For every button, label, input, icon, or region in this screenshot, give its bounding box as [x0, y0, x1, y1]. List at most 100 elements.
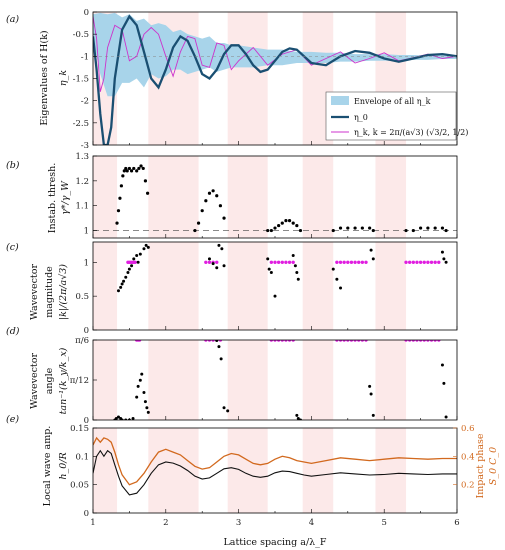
- point-c-30: [335, 277, 339, 281]
- point-b-39: [353, 226, 357, 230]
- point-b-20: [204, 199, 208, 203]
- ylabel-e-right-2: S_0 C_0: [488, 447, 499, 485]
- point-d-11: [140, 372, 144, 376]
- point-c-magenta-35: [437, 260, 441, 265]
- point-b-36: [331, 228, 335, 233]
- data-layer: [93, 12, 457, 496]
- point-b-14: [141, 166, 145, 171]
- ylabel-d: Wavevector: [29, 353, 40, 409]
- point-c-35: [440, 250, 444, 254]
- shaded-band-4-3: [302, 428, 334, 513]
- ytick-label-a-5: -2.5: [73, 119, 89, 129]
- point-b-1: [116, 209, 121, 213]
- point-c-3: [122, 279, 126, 283]
- point-b-29: [277, 223, 281, 228]
- point-d-29: [444, 415, 448, 419]
- point-b-44: [411, 228, 415, 233]
- ylabel-c: Wavevector: [29, 264, 40, 320]
- point-d-magenta-17: [342, 340, 346, 342]
- ytick-label-b-1: 1.2: [75, 177, 89, 187]
- point-c-magenta-24: [360, 260, 365, 265]
- ylabel-c-3: |k|/(2π/a√3): [58, 264, 69, 320]
- point-c-32: [368, 237, 371, 240]
- point-b-35: [298, 228, 303, 233]
- point-d-25: [369, 392, 373, 396]
- point-d-19: [222, 406, 226, 410]
- point-d-magenta-31: [429, 340, 434, 342]
- point-c-29: [331, 267, 335, 271]
- point-d-14: [145, 406, 149, 410]
- xlabel: Lattice spacing a/λ_F: [223, 537, 326, 548]
- point-c-7: [130, 264, 134, 268]
- point-c-33: [369, 248, 373, 252]
- point-c-37: [444, 260, 448, 264]
- shaded-band-1-4: [375, 156, 407, 238]
- xtick-label-5: 6: [454, 518, 459, 528]
- legend-entry-eta0: η_0: [354, 113, 368, 122]
- legend-entry-etak: η_k, k = 2π/(a√3) (√3/2, 1/2): [354, 128, 468, 137]
- point-c-21: [266, 257, 270, 261]
- point-d-magenta-2: [137, 340, 142, 342]
- panel-e-data: [93, 436, 457, 496]
- point-c-magenta-5: [133, 260, 137, 265]
- point-c-19: [220, 247, 224, 251]
- point-c-13: [144, 243, 148, 247]
- point-d-magenta-7: [218, 340, 223, 342]
- point-b-40: [360, 226, 364, 230]
- shaded-band-2-1: [148, 242, 199, 330]
- point-c-magenta-12: [276, 260, 281, 265]
- point-b-21: [207, 191, 212, 195]
- shaded-band-3-3: [302, 340, 334, 420]
- point-c-10: [136, 260, 140, 264]
- point-d-magenta-21: [357, 340, 361, 342]
- point-c-magenta-19: [342, 260, 346, 265]
- point-b-48: [440, 226, 445, 230]
- panel-a-data: [93, 12, 457, 145]
- ytick-label-a-0: 0: [84, 8, 89, 18]
- shaded-band-4-1: [148, 428, 199, 513]
- point-b-34: [295, 223, 299, 228]
- point-c-magenta-13: [280, 260, 284, 265]
- point-c-12: [142, 247, 146, 251]
- panel-label-a: (a): [6, 14, 19, 25]
- ytick-label-d-1: π/12: [70, 376, 89, 386]
- point-b-28: [273, 226, 277, 230]
- shaded-band-4-4: [375, 428, 407, 513]
- xtick-label-4: 5: [381, 518, 386, 528]
- xtick-label-3: 4: [309, 518, 314, 528]
- point-d-magenta-20: [353, 340, 357, 342]
- point-c-23: [269, 270, 273, 274]
- point-c-magenta-23: [357, 260, 361, 265]
- point-c-26: [293, 264, 297, 268]
- point-d-12: [142, 390, 146, 394]
- ylabel-d-3: tan⁻¹(k_y/k_x): [58, 347, 69, 414]
- point-b-11: [135, 169, 139, 173]
- point-b-33: [291, 221, 295, 225]
- point-c-17: [215, 266, 219, 270]
- series-line-eta0: [93, 14, 457, 145]
- point-b-17: [193, 228, 197, 233]
- point-d-magenta-12: [284, 340, 288, 342]
- point-d-18: [219, 357, 223, 361]
- xtick-label-1: 2: [163, 518, 168, 528]
- point-c-9: [135, 254, 139, 258]
- point-b-38: [346, 226, 350, 230]
- point-c-16: [211, 262, 215, 266]
- point-d-1: [114, 416, 118, 420]
- ytick-label-c-0: 1: [84, 258, 89, 268]
- point-d-17: [217, 345, 221, 349]
- point-c-31: [339, 286, 343, 290]
- point-d-16: [215, 340, 219, 343]
- point-d-magenta-33: [437, 340, 441, 342]
- shaded-band-1-3: [302, 156, 334, 238]
- point-d-13: [143, 400, 147, 404]
- legend: Envelope of all η_k η_0 η_k, k = 2π/(a√3…: [325, 91, 468, 141]
- point-c-magenta-25: [364, 260, 368, 265]
- point-d-magenta-32: [433, 340, 437, 342]
- point-b-30: [280, 221, 284, 225]
- point-c-magenta-20: [346, 260, 350, 265]
- point-c-magenta-6: [204, 260, 208, 265]
- ytick-label-e-3: 0: [84, 509, 89, 519]
- point-d-28: [442, 381, 446, 385]
- point-d-magenta-3: [204, 340, 208, 342]
